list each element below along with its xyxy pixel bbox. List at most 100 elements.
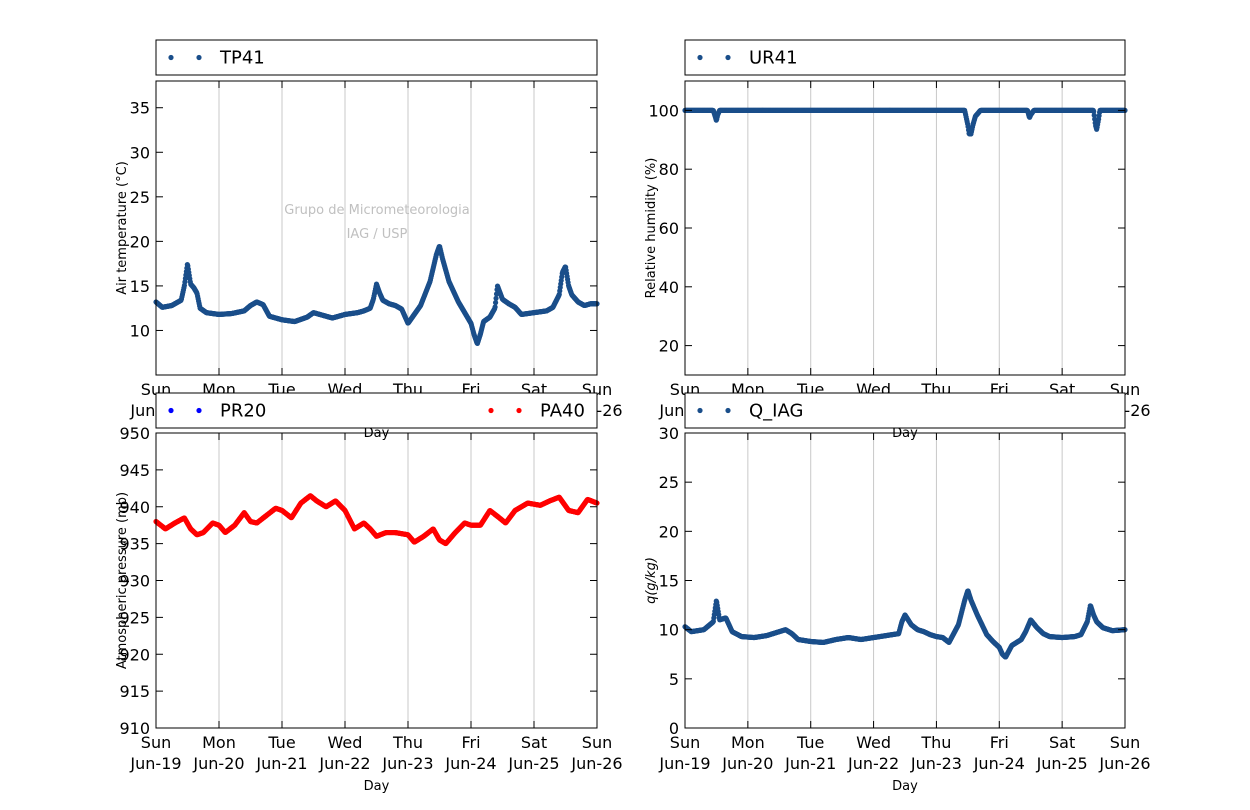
- x-tick-label-day: Mon: [202, 733, 236, 752]
- legend-label: PA40: [540, 401, 585, 422]
- x-tick-label-date: Jun-23: [381, 754, 433, 773]
- x-tick-label-day: Mon: [731, 733, 765, 752]
- legend-marker: [516, 407, 522, 414]
- data-points: [682, 588, 1128, 660]
- y-tick-label: 925: [119, 608, 150, 627]
- y-tick-label: 10: [130, 321, 150, 340]
- y-tick-label: 80: [659, 160, 679, 179]
- x-tick-label-date: Jun-23: [910, 754, 962, 773]
- data-point-tp41: [492, 300, 499, 306]
- x-tick-label-day: Thu: [392, 733, 423, 752]
- x-tick-label-day: Sun: [582, 733, 612, 752]
- y-tick-label: 0: [669, 719, 679, 738]
- y-tick-label: 20: [659, 522, 679, 541]
- x-tick-label-date: Jun-24: [444, 754, 496, 773]
- y-tick-label: 950: [119, 424, 150, 443]
- legend-item-pa40: PA40: [488, 401, 585, 422]
- x-axis-label: Day: [364, 779, 390, 794]
- chart-pressure: 910 915 920 925 930 935 940 945 950 Sun Jun-19 Mon J…: [115, 392, 623, 794]
- x-axis-label: Day: [892, 779, 918, 794]
- x-tick-label-day: Sun: [141, 733, 171, 752]
- y-tick-label: 35: [130, 99, 150, 118]
- y-tick-label: 15: [659, 572, 679, 591]
- y-tick-label: 940: [119, 498, 150, 517]
- x-tick-label-date: Jun-22: [847, 754, 899, 773]
- y-tick-label: 25: [130, 188, 150, 207]
- x-tick-label-day: Tue: [796, 733, 824, 752]
- y-tick-label: 25: [659, 473, 679, 492]
- data-points: [682, 107, 1128, 137]
- x-tick-label-date: Jun-20: [192, 754, 244, 773]
- data-points: [153, 244, 600, 346]
- x-tick-label-day: Fri: [461, 733, 480, 752]
- legend-label: UR41: [749, 48, 798, 69]
- legend: PR20 PA40: [155, 392, 598, 429]
- legend-marker: [196, 407, 202, 414]
- x-tick-label-day: Sat: [521, 733, 547, 752]
- x-tick-label-date: Jun-25: [1036, 754, 1088, 773]
- watermark-line2: IAG / USP: [347, 227, 408, 242]
- y-tick-label: 910: [119, 719, 150, 738]
- x-tick-label-day: Sun: [670, 733, 700, 752]
- chart-specific_humidity: 0 5 10 15 20 25 30 Sun Jun-19 Mon Jun-20 Tue Jun-21 W…: [644, 392, 1151, 794]
- x-tick-label-day: Tue: [267, 733, 295, 752]
- y-tick-label: 930: [119, 572, 150, 591]
- y-tick-label: 100: [648, 101, 679, 120]
- legend-marker: [488, 407, 494, 414]
- legend-item-ur41: UR41: [697, 48, 798, 69]
- legend-item-q_iag: Q_IAG: [697, 401, 803, 422]
- legend-marker: [168, 54, 174, 61]
- x-tick-label-date: Jun-19: [658, 754, 710, 773]
- y-tick-label: 20: [130, 232, 150, 251]
- y-tick-label: 20: [659, 337, 679, 356]
- y-axis-label: Air temperature (°C): [115, 161, 130, 295]
- legend: Q_IAG: [684, 392, 1126, 429]
- legend-marker: [196, 54, 202, 61]
- watermark-line1: Grupo de Micrometeorologia: [284, 203, 470, 218]
- data-point-ur41: [1091, 112, 1097, 118]
- legend-marker: [697, 54, 703, 61]
- y-tick-label: 915: [119, 682, 150, 701]
- y-tick-label: 935: [119, 535, 150, 554]
- legend-item-tp41: TP41: [168, 48, 265, 69]
- y-tick-label: 15: [130, 277, 150, 296]
- legend-marker: [168, 407, 174, 414]
- chart-humidity: 20406080100SunJun-19MonJun-20TueJun-21We…: [644, 39, 1151, 441]
- data-points: [153, 493, 600, 547]
- x-tick-label-date: Jun-22: [318, 754, 370, 773]
- legend-marker: [697, 407, 703, 414]
- y-tick-label: 5: [669, 670, 679, 689]
- data-point-ur41: [1091, 108, 1097, 115]
- y-tick-label: 10: [659, 621, 679, 640]
- x-tick-label-day: Wed: [856, 733, 891, 752]
- y-tick-label: 60: [659, 219, 679, 238]
- axes-frame: [155, 80, 598, 376]
- x-tick-label-day: Thu: [920, 733, 951, 752]
- watermark: Grupo de Micrometeorologia IAG / USP: [284, 203, 470, 242]
- y-tick-label: 40: [659, 278, 679, 297]
- y-tick-label: 30: [659, 424, 679, 443]
- y-axis-label: Atmospheric pressure (mb): [115, 492, 130, 669]
- panels: 10 15 20 25 30 35 Sun Jun-19 Mon Jun-20 Tue Jun-21 W…: [115, 39, 1151, 794]
- data-point-tp41: [492, 304, 498, 310]
- legend-item-pr20: PR20: [168, 401, 266, 422]
- x-tick-label-date: Jun-20: [721, 754, 773, 773]
- legend-label: PR20: [220, 401, 266, 422]
- y-tick-label: 30: [130, 143, 150, 162]
- legend: UR41: [684, 39, 1126, 76]
- x-tick-label-date: Jun-19: [129, 754, 181, 773]
- data-point-tp41: [493, 295, 499, 301]
- legend: TP41: [155, 39, 598, 76]
- y-tick-label: 945: [119, 461, 150, 480]
- x-tick-label-day: Wed: [328, 733, 363, 752]
- x-tick-label-date: Jun-26: [1098, 754, 1150, 773]
- x-tick-label-date: Jun-21: [255, 754, 307, 773]
- legend-label: Q_IAG: [749, 401, 803, 422]
- legend-marker: [725, 407, 731, 414]
- x-tick-label-day: Sat: [1049, 733, 1075, 752]
- x-tick-label-date: Jun-25: [507, 754, 559, 773]
- y-tick-label: 920: [119, 645, 150, 664]
- y-axis-label: Relative humidity (%): [644, 158, 659, 299]
- y-axis-label: q(g/kg): [644, 557, 659, 604]
